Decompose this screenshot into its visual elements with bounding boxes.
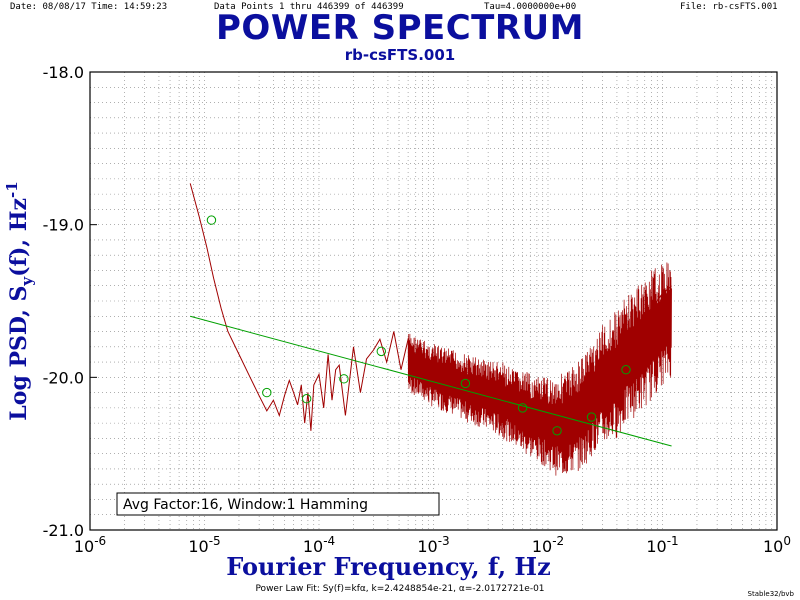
header-tau: Tau=4.0000000e+00 <box>484 2 577 12</box>
x-tick-label: 10-3 <box>417 534 449 556</box>
x-tick-label: 10-2 <box>532 534 564 556</box>
y-tick-label: -18.0 <box>43 63 84 82</box>
data-point-marker <box>206 215 217 225</box>
header-date-time: Date: 08/08/17 Time: 14:59:23 <box>10 2 168 12</box>
power-law-fit-line <box>190 315 672 447</box>
x-tick-label: 100 <box>763 534 791 556</box>
data-point-marker <box>301 394 312 404</box>
y-tick-label: -20.0 <box>43 368 84 387</box>
data-point-marker <box>586 412 597 422</box>
software-stamp: Stable32/bvb <box>747 590 794 598</box>
header-file: File: rb-csFTS.001 <box>680 2 778 12</box>
power-law-fit-footer: Power Law Fit: Sy(f)=kfα, k=2.4248854e-2… <box>255 584 545 594</box>
chart-title: POWER SPECTRUM <box>216 8 584 48</box>
legend-box <box>116 492 440 516</box>
x-tick-label: 10-4 <box>303 534 335 556</box>
x-axis-label: Fourier Frequency, f, Hz <box>226 552 550 581</box>
psd-noise-band <box>407 262 672 476</box>
legend-box-text: Avg Factor:16, Window:1 Hamming <box>123 497 368 513</box>
data-point-marker <box>621 365 631 375</box>
y-tick-label: -21.0 <box>43 521 84 540</box>
plot-frame <box>89 71 778 531</box>
data-point-marker <box>376 346 386 357</box>
y-tick-label: -19.0 <box>43 216 84 235</box>
data-point-marker <box>552 426 562 436</box>
psd-series-line <box>189 183 672 431</box>
data-point-marker <box>460 378 471 389</box>
x-tick-label: 10-6 <box>74 534 106 556</box>
data-point-marker <box>262 387 272 398</box>
x-tick-label: 10-5 <box>188 534 220 556</box>
chart-subtitle: rb-csFTS.001 <box>344 46 456 64</box>
data-point-marker <box>517 403 528 413</box>
x-tick-label: 10-1 <box>646 534 678 556</box>
data-point-marker <box>339 374 349 384</box>
header-data-points: Data Points 1 thru 446399 of 446399 <box>214 2 404 12</box>
y-axis-label: Log PSD, Sy(f), Hz-1 <box>3 181 36 420</box>
